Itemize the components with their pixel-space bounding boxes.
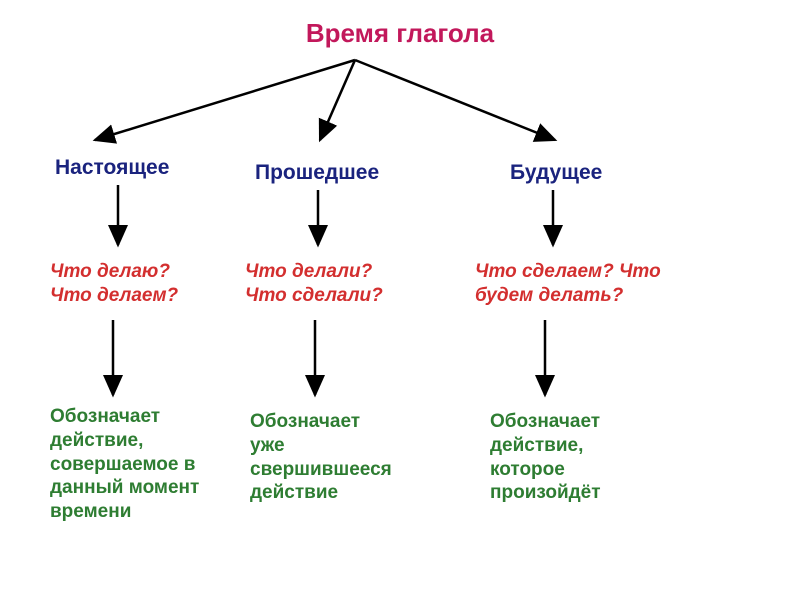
col3-desc: Обозначаетдействие,котороепроизойдёт: [490, 410, 601, 505]
col1-desc: Обозначаетдействие,совершаемое вданный м…: [50, 405, 199, 524]
col1-head: Настоящее: [55, 155, 169, 181]
col2-head: Прошедшее: [255, 160, 379, 186]
col2-question: Что делали?Что сделали?: [245, 260, 383, 308]
col3-head: Будущее: [510, 160, 602, 186]
col3-question: Что сделаем? Чтобудем делать?: [475, 260, 661, 308]
col1-question: Что делаю?Что делаем?: [50, 260, 178, 308]
diagram-title: Время глагола: [306, 18, 494, 49]
col2-desc: Обозначаетужесвершившеесядействие: [250, 410, 392, 505]
